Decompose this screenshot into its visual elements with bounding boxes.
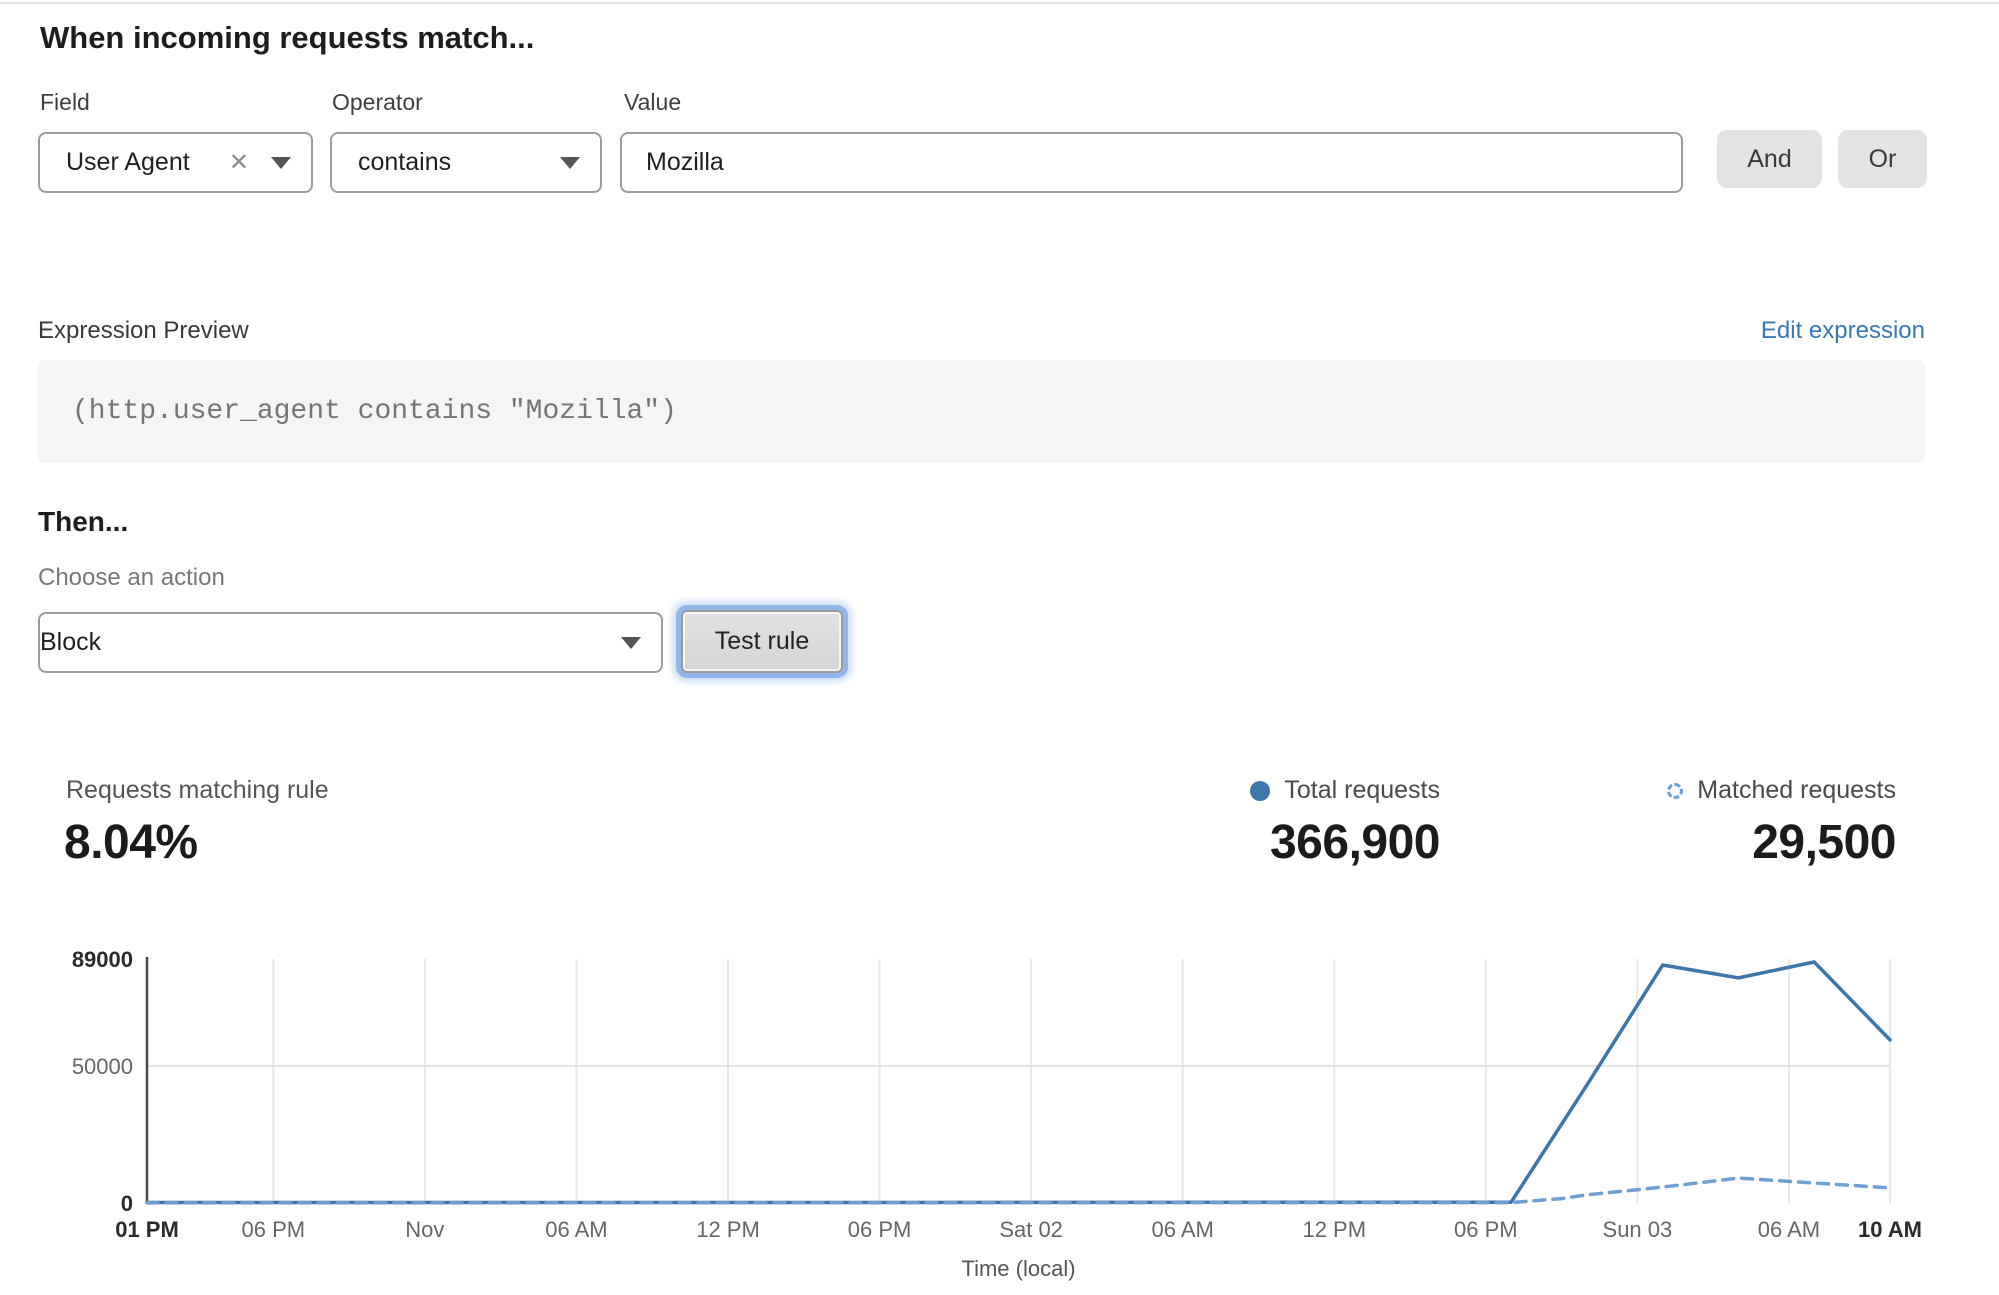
total-requests-legend-dot [1250,780,1271,801]
x-axis-tick-label: 01 PM [115,1217,179,1242]
test-rule-button[interactable]: Test rule [681,610,843,673]
y-axis-tick-label: 50000 [72,1054,133,1079]
x-axis-tick-label: 06 PM [1454,1217,1518,1242]
chevron-down-icon [271,156,291,169]
field-label: Field [40,89,90,115]
chevron-down-icon [621,636,641,649]
x-axis-tick-label: Sat 02 [999,1217,1063,1242]
expression-code-block: (http.user_agent contains "Mozilla") [38,360,1925,463]
total-requests-legend: Total requests [1250,776,1440,805]
clear-field-icon[interactable]: ✕ [228,148,249,176]
x-axis-tick-label: 06 PM [242,1217,306,1242]
value-label: Value [624,89,682,115]
edit-expression-link[interactable]: Edit expression [1760,317,1925,344]
requests-time-series-chart: 0 50000 89000 01 PM 06 PM Nov 06 AM 12 PM 06 PM S… [72,947,1922,1281]
requests-matching-value: 8.04% [64,816,198,869]
value-input[interactable] [620,132,1683,193]
operator-label: Operator [332,89,423,115]
matched-requests-legend: Matched requests [1667,776,1896,805]
or-button[interactable]: Or [1838,130,1927,188]
operator-select[interactable]: contains [330,132,602,193]
x-axis-tick-label: 06 AM [1152,1217,1214,1242]
requests-matching-label: Requests matching rule [66,776,329,804]
total-requests-value: 366,900 [1269,816,1441,869]
expression-code: (http.user_agent contains "Mozilla") [72,396,677,427]
x-axis-title: Time (local) [961,1256,1075,1281]
x-axis-tick-label: 06 AM [545,1217,607,1242]
expression-preview-label: Expression Preview [38,317,249,344]
x-axis-tick-label: Sun 03 [1603,1217,1673,1242]
total-requests-legend-label: Total requests [1284,776,1440,804]
x-axis-tick-label: 12 PM [696,1217,760,1242]
operator-select-value: contains [358,148,452,176]
y-axis-tick-label: 89000 [72,947,133,972]
and-button[interactable]: And [1717,130,1822,188]
x-axis-tick-label: 06 PM [848,1217,912,1242]
x-axis-tick-label: Nov [405,1217,444,1242]
top-divider [0,2,1999,4]
field-select[interactable]: User Agent ✕ [38,132,313,193]
action-select-value: Block [40,628,102,656]
choose-action-label: Choose an action [38,564,225,591]
x-axis-tick-label: 10 AM [1858,1217,1922,1242]
then-heading: Then... [38,506,129,537]
chevron-down-icon [560,156,580,169]
x-axis-tick-label: 12 PM [1302,1217,1366,1242]
x-axis-tick-label: 06 AM [1758,1217,1820,1242]
matched-requests-legend-label: Matched requests [1697,776,1896,804]
total-requests-line [145,960,1892,1205]
y-axis-tick-label: 0 [121,1191,133,1216]
field-select-value: User Agent [66,148,190,176]
page-title: When incoming requests match... [40,20,535,55]
matched-requests-value: 29,500 [1752,816,1896,869]
matched-requests-line [145,1176,1892,1205]
matched-requests-legend-circle [1667,782,1684,799]
action-select[interactable]: Block [38,612,663,673]
